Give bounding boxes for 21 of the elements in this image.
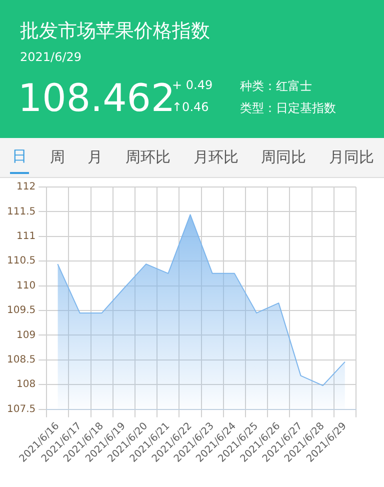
text: 周 [48, 147, 66, 168]
text: 周同比 [260, 147, 308, 168]
y-tick-label: 108.5 [6, 354, 36, 366]
y-tick-label: 109.5 [6, 305, 36, 316]
y-tick-label: 111.5 [6, 206, 36, 218]
y-tick-label: 108 [16, 379, 36, 390]
text: 月 [86, 147, 104, 168]
text: 种类：红富士 [240, 78, 312, 95]
y-tick-label: 109 [16, 330, 36, 341]
text: 周环比 [124, 147, 172, 168]
y-tick-label: 112 [16, 182, 36, 193]
y-tick-label: 110 [16, 280, 36, 292]
y-tick-label: 107.5 [6, 404, 36, 415]
chart-title: 批发市场苹果价格指数 [20, 19, 211, 44]
y-tick-label: 111 [16, 230, 36, 242]
text: 类型：日定基指数 [240, 100, 336, 117]
chart-subtitle: 2021/6/29 [20, 50, 83, 64]
y-tick-label: 110.5 [6, 256, 36, 267]
text: 日 [10, 141, 29, 174]
text: 月环比 [192, 147, 240, 168]
text: 月同比 [328, 147, 375, 168]
